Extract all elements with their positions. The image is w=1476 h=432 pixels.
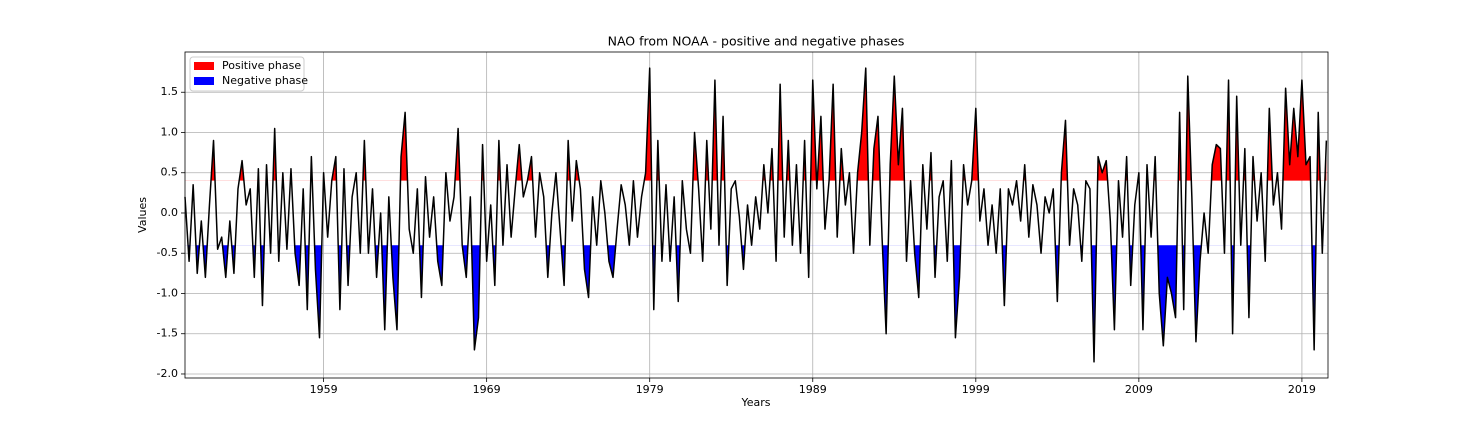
chart-title: NAO from NOAA - positive and negative ph… [608, 34, 905, 49]
legend-label: Positive phase [222, 59, 301, 72]
axes-frame [184, 51, 1329, 379]
y-tick-label: -1.0 [157, 286, 178, 299]
y-tick-label: -0.5 [157, 246, 178, 259]
x-tick-label: 1969 [473, 383, 501, 396]
y-tick-label: -2.0 [157, 367, 178, 380]
legend-label: Negative phase [222, 74, 308, 87]
legend-swatch [194, 77, 214, 85]
x-tick-label: 1999 [962, 383, 990, 396]
x-tick-label: 1989 [799, 383, 827, 396]
y-tick-label: 1.5 [161, 85, 179, 98]
x-tick-label: 2009 [1125, 383, 1153, 396]
y-tick-label: 1.0 [161, 125, 179, 138]
grid [185, 52, 1328, 378]
x-axis-label: Years [740, 396, 770, 409]
legend-box [189, 56, 305, 92]
y-axis-label: Values [136, 197, 149, 233]
plot-area [184, 67, 1328, 363]
x-tick-label: 2019 [1288, 383, 1316, 396]
axes: -2.0 -1.5 -1.0 -0.5 0.0 0.5 1.0 1.5 1959 1969 1979… [157, 85, 1316, 396]
legend: Positive phase Negative phase [189, 56, 308, 92]
x-tick-label: 1959 [310, 383, 338, 396]
y-tick-label: 0.0 [161, 206, 179, 219]
nao-line [184, 67, 1328, 363]
y-tick-label: -1.5 [157, 327, 178, 340]
y-tick-label: 0.5 [161, 166, 179, 179]
x-tick-label: 1979 [636, 383, 664, 396]
legend-swatch [194, 62, 214, 70]
